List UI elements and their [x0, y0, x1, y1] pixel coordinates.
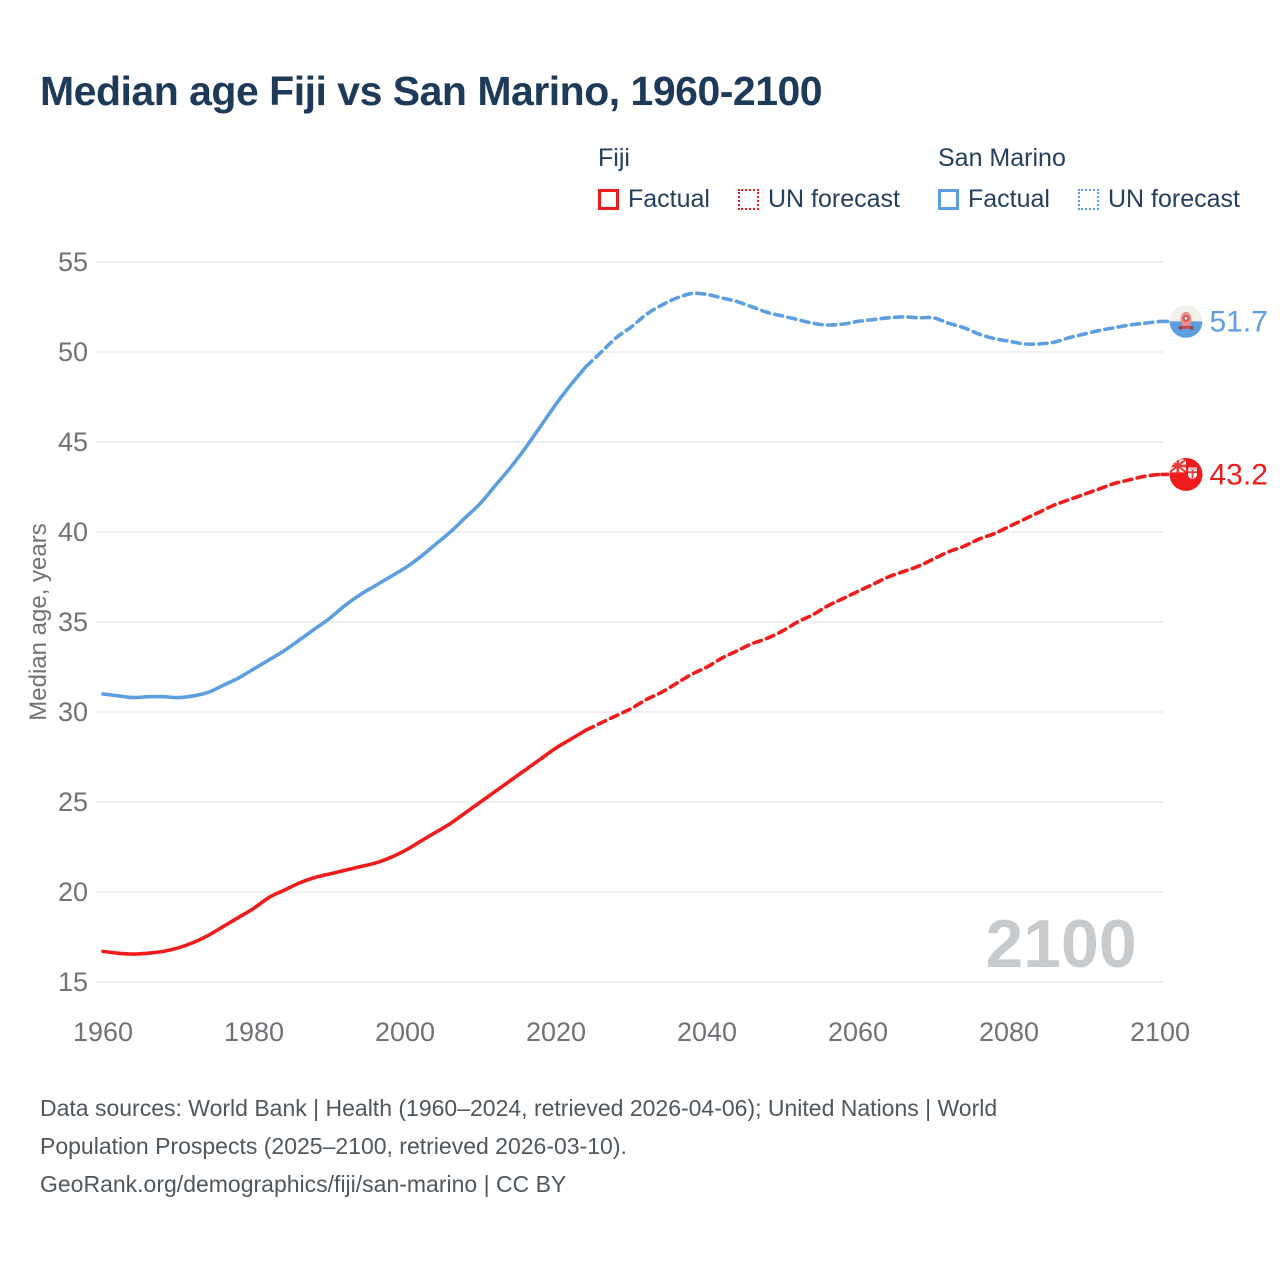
- legend-label-fiji-factual[interactable]: Factual: [628, 185, 710, 213]
- end-value-label-san-marino: 51.7: [1210, 305, 1268, 338]
- y-tick-label: 40: [58, 517, 88, 547]
- x-tick-label: 2000: [375, 1017, 435, 1047]
- legend-label-san-marino-forecast[interactable]: UN forecast: [1107, 185, 1240, 213]
- y-tick-label: 15: [58, 967, 88, 997]
- san-marino-forecast-line: [584, 291, 1162, 369]
- x-tick-label: 2080: [979, 1017, 1039, 1047]
- flag-shield-chief: [1188, 467, 1197, 470]
- legend-row-san-marino: Factual UN forecast: [938, 185, 1240, 214]
- data-sources-footer: Data sources: World Bank | Health (1960–…: [40, 1089, 1220, 1203]
- x-tick-label: 1960: [73, 1017, 133, 1047]
- x-tick-label: 2020: [526, 1017, 586, 1047]
- y-tick-label: 45: [58, 427, 88, 457]
- legend-swatch-fiji-factual[interactable]: [598, 189, 619, 210]
- year-watermark: 2100: [985, 906, 1136, 982]
- legend-group-fiji-header: Fiji: [598, 144, 630, 172]
- legend-row-fiji: Factual UN forecast: [598, 185, 900, 214]
- end-value-label-fiji: 43.2: [1210, 458, 1268, 491]
- legend-label-san-marino-factual[interactable]: Factual: [968, 185, 1050, 213]
- page-title: Median age Fiji vs San Marino, 1960-2100: [40, 68, 823, 114]
- y-tick-label: 20: [58, 877, 88, 907]
- x-tick-label: 2100: [1130, 1017, 1190, 1047]
- fiji-factual-line: [101, 728, 588, 956]
- legend-label-fiji-forecast[interactable]: UN forecast: [767, 185, 900, 213]
- end-marker-fiji: 43.2: [1160, 457, 1268, 491]
- x-tick-label: 1980: [224, 1017, 284, 1047]
- y-tick-label: 30: [58, 697, 88, 727]
- footer-line-3: GeoRank.org/demographics/fiji/san-marino…: [40, 1171, 567, 1197]
- y-tick-label: 50: [58, 337, 88, 367]
- legend-swatch-san-marino-forecast[interactable]: [1077, 189, 1099, 210]
- legend-group-fiji: Fiji Factual UN forecast: [598, 144, 900, 214]
- flag-lower-band: [1169, 321, 1203, 338]
- legend-swatch-san-marino-factual[interactable]: [938, 189, 959, 210]
- legend-group-san-marino: San Marino Factual UN forecast: [938, 144, 1240, 214]
- y-tick-label: 55: [58, 247, 88, 277]
- footer-line-1: Data sources: World Bank | Health (1960–…: [40, 1095, 998, 1121]
- flag-crest-flourish: [1178, 325, 1183, 330]
- legend-group-san-marino-header: San Marino: [938, 144, 1066, 172]
- x-tick-label: 2040: [677, 1017, 737, 1047]
- y-axis-label: Median age, years: [25, 523, 52, 720]
- legend-swatch-fiji-forecast[interactable]: [737, 189, 759, 210]
- flag-crest-flourish: [1189, 325, 1194, 330]
- flag-crest-base: [1182, 325, 1190, 329]
- flag-canton: [1169, 458, 1187, 474]
- flag-crest-center: [1184, 317, 1188, 320]
- y-tick-label: 35: [58, 607, 88, 637]
- y-tick-label: 25: [58, 787, 88, 817]
- x-tick-label: 2060: [828, 1017, 888, 1047]
- san-marino-factual-line: [101, 364, 588, 700]
- fiji-forecast-line: [584, 472, 1162, 732]
- end-marker-san-marino: 51.7: [1160, 304, 1268, 338]
- footer-line-2: Population Prospects (2025–2100, retriev…: [40, 1133, 627, 1159]
